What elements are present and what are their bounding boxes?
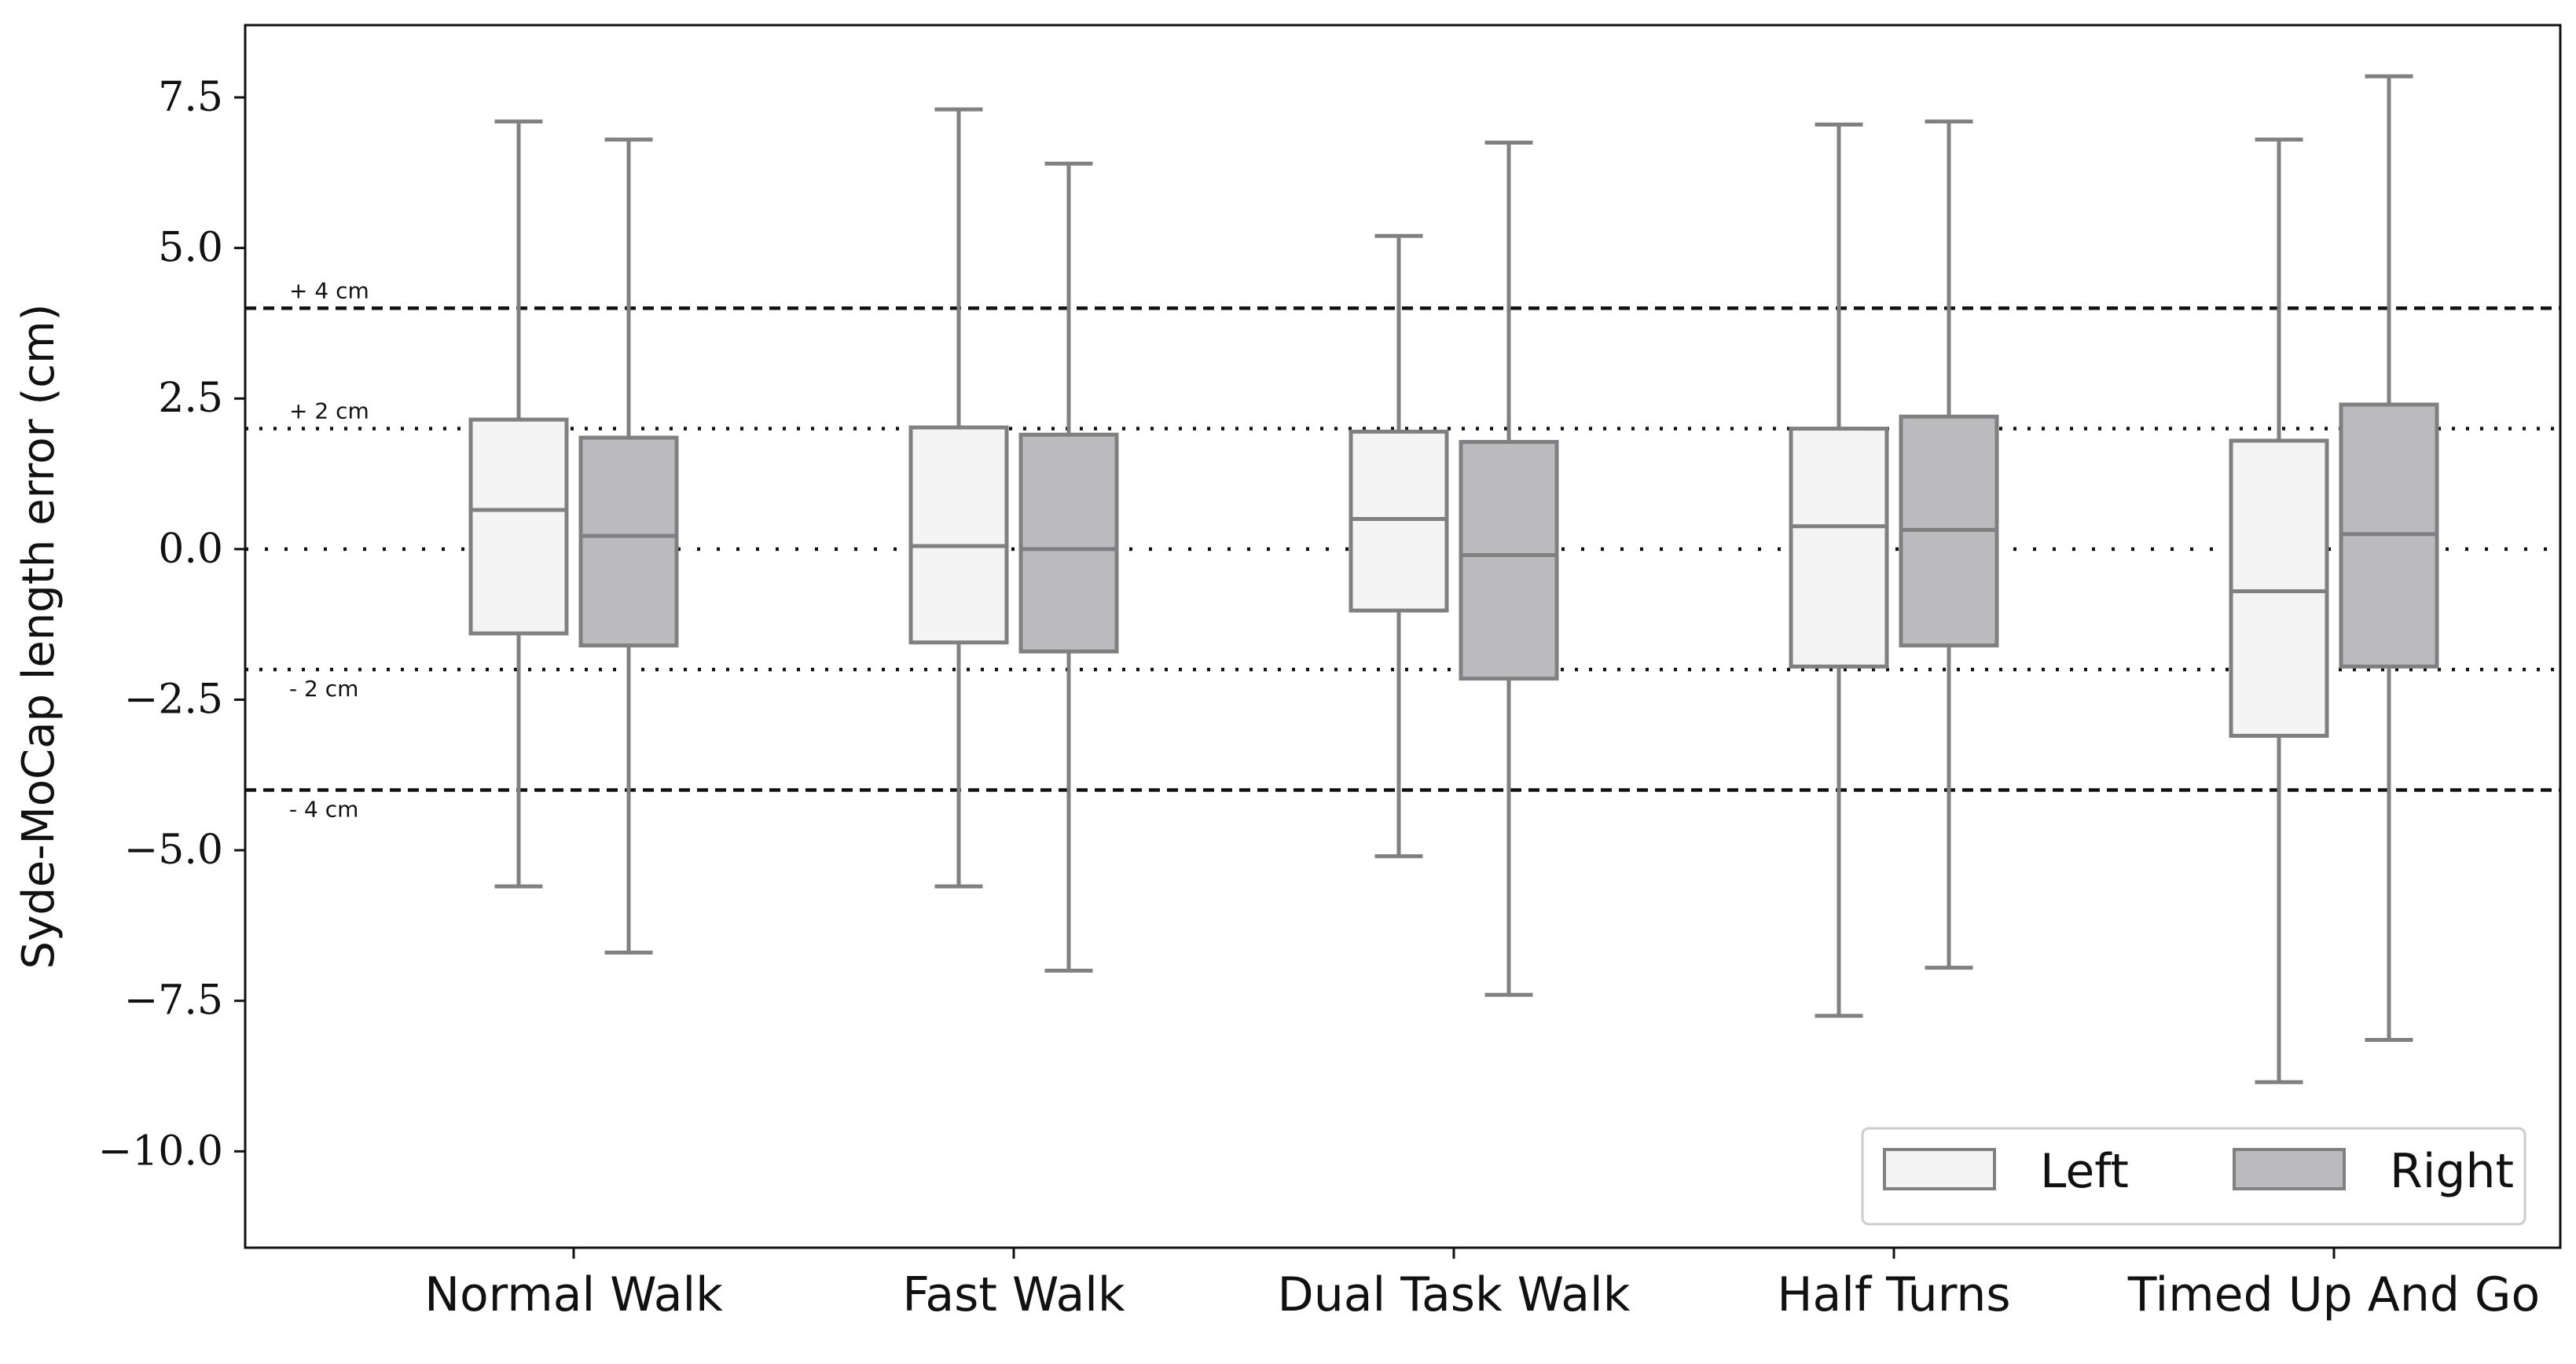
y-tick-label: 7.5 xyxy=(158,74,223,121)
y-tick-label: −5.0 xyxy=(124,827,223,874)
legend-label-right: Right xyxy=(2390,1144,2514,1199)
box-body xyxy=(1018,432,1119,654)
box-right-4 xyxy=(2339,74,2439,1043)
box-body xyxy=(578,435,679,647)
x-tick-label: Half Turns xyxy=(1777,1267,2010,1322)
box-body xyxy=(1789,427,1889,669)
box-left-2 xyxy=(1349,233,1449,859)
box-left-1 xyxy=(908,107,1009,889)
x-tick-label: Fast Walk xyxy=(902,1267,1125,1322)
x-tick-label: Normal Walk xyxy=(424,1267,723,1322)
series-left xyxy=(468,107,2329,1084)
box-body xyxy=(1459,439,1559,681)
x-tick-label: Timed Up And Go xyxy=(2127,1267,2541,1322)
legend-frame xyxy=(1861,1127,2526,1226)
legend-label-left: Left xyxy=(2040,1144,2129,1199)
box-left-3 xyxy=(1789,122,1889,1018)
x-axis: Normal Walk Fast Walk Dual Task Walk Half T… xyxy=(424,1248,2540,1322)
box-right-1 xyxy=(1018,161,1119,973)
y-tick-label: 5.0 xyxy=(158,225,223,272)
box-right-2 xyxy=(1459,140,1559,997)
box-body xyxy=(908,425,1009,645)
reference-lines: + 4 cm + 2 cm - 2 cm - 4 cm xyxy=(245,277,2560,822)
legend-swatch-left xyxy=(1883,1148,1996,1190)
box-right-0 xyxy=(578,138,679,955)
y-tick-label: 0.0 xyxy=(158,526,223,573)
plot-frame xyxy=(244,24,2562,1249)
box-left-4 xyxy=(2229,138,2329,1084)
y-axis-title: Syde-MoCap length error (cm) xyxy=(13,304,64,970)
y-tick-label: −2.5 xyxy=(124,676,223,723)
x-tick-label: Dual Task Walk xyxy=(1278,1267,1631,1322)
y-tick-label: −7.5 xyxy=(124,977,223,1025)
reference-line-label: - 2 cm xyxy=(289,676,358,702)
box-left-0 xyxy=(468,119,569,889)
series-right xyxy=(578,74,2439,1043)
reference-line-label: + 4 cm xyxy=(289,277,369,303)
reference-line-label: + 2 cm xyxy=(289,398,369,424)
y-tick-label: 2.5 xyxy=(158,375,223,422)
legend-swatch-right xyxy=(2233,1148,2346,1190)
y-tick-label: −10.0 xyxy=(98,1128,223,1175)
reference-line-label: - 4 cm xyxy=(289,796,358,822)
y-axis: 7.5 5.0 2.5 0.0 −2.5 −5.0 −7.5 −10.0 xyxy=(98,74,245,1175)
box-body xyxy=(2229,438,2329,738)
box-body xyxy=(1349,429,1449,613)
legend: Left Right xyxy=(1861,1127,2526,1226)
box-right-3 xyxy=(1899,119,1999,970)
box-body xyxy=(468,417,569,636)
